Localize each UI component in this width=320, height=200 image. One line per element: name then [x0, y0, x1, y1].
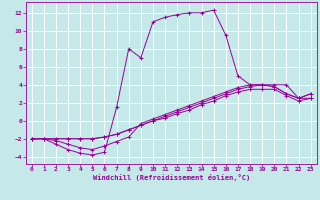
X-axis label: Windchill (Refroidissement éolien,°C): Windchill (Refroidissement éolien,°C) — [92, 174, 250, 181]
